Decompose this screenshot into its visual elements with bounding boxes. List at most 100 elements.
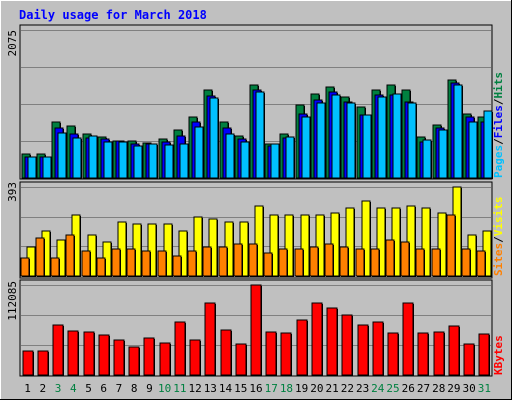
chart-title: Daily usage for March 2018 [19, 8, 207, 22]
bar-pages-day-8 [133, 145, 143, 179]
bar-kbytes-day-29 [448, 325, 460, 376]
bar-sites-day-4 [65, 234, 75, 277]
bar-kbytes-day-3 [52, 324, 64, 376]
bar-sites-day-7 [111, 248, 121, 277]
bar-pages-day-24 [377, 96, 387, 179]
bar-kbytes-day-14 [220, 329, 232, 376]
bar-pages-day-26 [407, 102, 417, 179]
x-axis-day-labels: 1 2 3 4 5 6 7 8 9 10 11 12 13 14 15 16 17 18 19 20 21 22 23 24 2… [24, 382, 491, 395]
day-label: 20 [310, 382, 323, 395]
bar-visits-day-20 [315, 214, 325, 277]
bar-kbytes-day-20 [311, 302, 323, 376]
day-label: 13 [204, 382, 217, 395]
day-label: 9 [146, 382, 153, 395]
bar-kbytes-day-26 [402, 302, 414, 376]
bar-pages-day-19 [301, 116, 311, 179]
bar-kbytes-day-12 [189, 339, 201, 376]
bar-sites-day-17 [263, 252, 273, 277]
day-label: 30 [463, 382, 476, 395]
bar-pages-day-30 [468, 121, 478, 179]
bar-pages-day-2 [42, 156, 52, 179]
bar-sites-day-30 [461, 248, 471, 277]
bar-visits-day-27 [421, 207, 431, 277]
legend-separator: / [492, 138, 505, 145]
bar-kbytes-day-2 [37, 350, 49, 376]
bar-kbytes-day-8 [128, 346, 140, 376]
day-label: 11 [173, 382, 186, 395]
sites-visits-panel: 393 Sites/Visits [6, 181, 505, 279]
bar-pages-day-28 [438, 129, 448, 179]
series-legend: Pages/Files/Hits [492, 72, 505, 178]
kbytes-panel: 112085 KBytes [6, 279, 505, 377]
day-label: 28 [432, 382, 445, 395]
bar-visits-day-12 [193, 216, 203, 277]
hits-files-pages-panel: 2075 Pages/Files/Hits [6, 24, 505, 180]
bar-visits-day-24 [376, 207, 386, 277]
bar-pages-day-11 [179, 143, 189, 179]
bar-pages-day-18 [285, 136, 295, 179]
bar-kbytes-day-18 [280, 332, 292, 376]
bar-visits-day-22 [345, 207, 355, 277]
day-label: 3 [55, 382, 62, 395]
bar-pages-day-3 [57, 132, 67, 179]
day-label: 25 [386, 382, 399, 395]
day-label: 8 [131, 382, 138, 395]
bar-kbytes-day-19 [296, 319, 308, 376]
day-label: 27 [417, 382, 430, 395]
bar-pages-day-4 [72, 137, 82, 179]
bar-kbytes-day-21 [326, 307, 338, 376]
bar-pages-day-31 [483, 110, 493, 179]
legend-visits: Visits [492, 197, 505, 237]
bar-kbytes-day-22 [341, 314, 353, 376]
legend-pages: Pages [492, 145, 505, 178]
bar-pages-day-14 [225, 133, 235, 179]
bar-pages-day-20 [316, 102, 326, 179]
bar-pages-day-15 [240, 141, 250, 179]
bar-visits-day-18 [284, 214, 294, 277]
bar-pages-day-12 [194, 126, 204, 179]
bar-pages-day-27 [422, 139, 432, 179]
bar-sites-day-11 [172, 255, 182, 277]
bar-sites-day-25 [385, 239, 395, 277]
bar-visits-day-10 [163, 223, 173, 277]
bar-visits-day-23 [361, 200, 371, 277]
bar-sites-day-24 [370, 248, 380, 277]
bar-visits-day-28 [437, 212, 447, 277]
day-label: 2 [40, 382, 47, 395]
day-label: 18 [280, 382, 293, 395]
bar-visits-day-19 [300, 214, 310, 277]
y-axis-max-label: 2075 [6, 30, 19, 57]
bar-pages-day-1 [27, 156, 37, 179]
bar-kbytes-day-25 [387, 332, 399, 376]
day-label: 17 [265, 382, 278, 395]
day-label: 10 [158, 382, 171, 395]
bar-kbytes-day-6 [98, 334, 110, 376]
bar-sites-day-21 [324, 243, 334, 277]
bar-sites-day-18 [278, 248, 288, 277]
bar-sites-day-15 [233, 243, 243, 277]
bar-kbytes-day-24 [372, 321, 384, 376]
bar-pages-day-22 [346, 102, 356, 179]
bar-kbytes-day-15 [235, 343, 247, 376]
bar-pages-day-6 [103, 141, 113, 179]
bar-sites-day-23 [355, 248, 365, 277]
bar-sites-day-31 [476, 250, 486, 277]
bar-pages-day-7 [118, 141, 128, 179]
bar-kbytes-day-9 [143, 337, 155, 376]
bar-visits-day-9 [147, 223, 157, 277]
bar-sites-day-3 [50, 257, 60, 277]
bar-pages-day-16 [255, 91, 265, 179]
bar-sites-day-13 [202, 246, 212, 277]
bar-sites-day-28 [431, 248, 441, 277]
bar-sites-day-5 [81, 250, 91, 277]
bar-pages-day-10 [164, 144, 174, 179]
legend-sites: Sites [492, 243, 505, 276]
y-axis-max-label: 393 [6, 182, 19, 202]
day-label: 16 [249, 382, 262, 395]
bar-pages-day-23 [362, 114, 372, 179]
bar-pages-day-21 [331, 94, 341, 179]
bar-kbytes-day-31 [478, 333, 490, 376]
day-label: 22 [341, 382, 354, 395]
bar-kbytes-day-10 [159, 342, 171, 376]
